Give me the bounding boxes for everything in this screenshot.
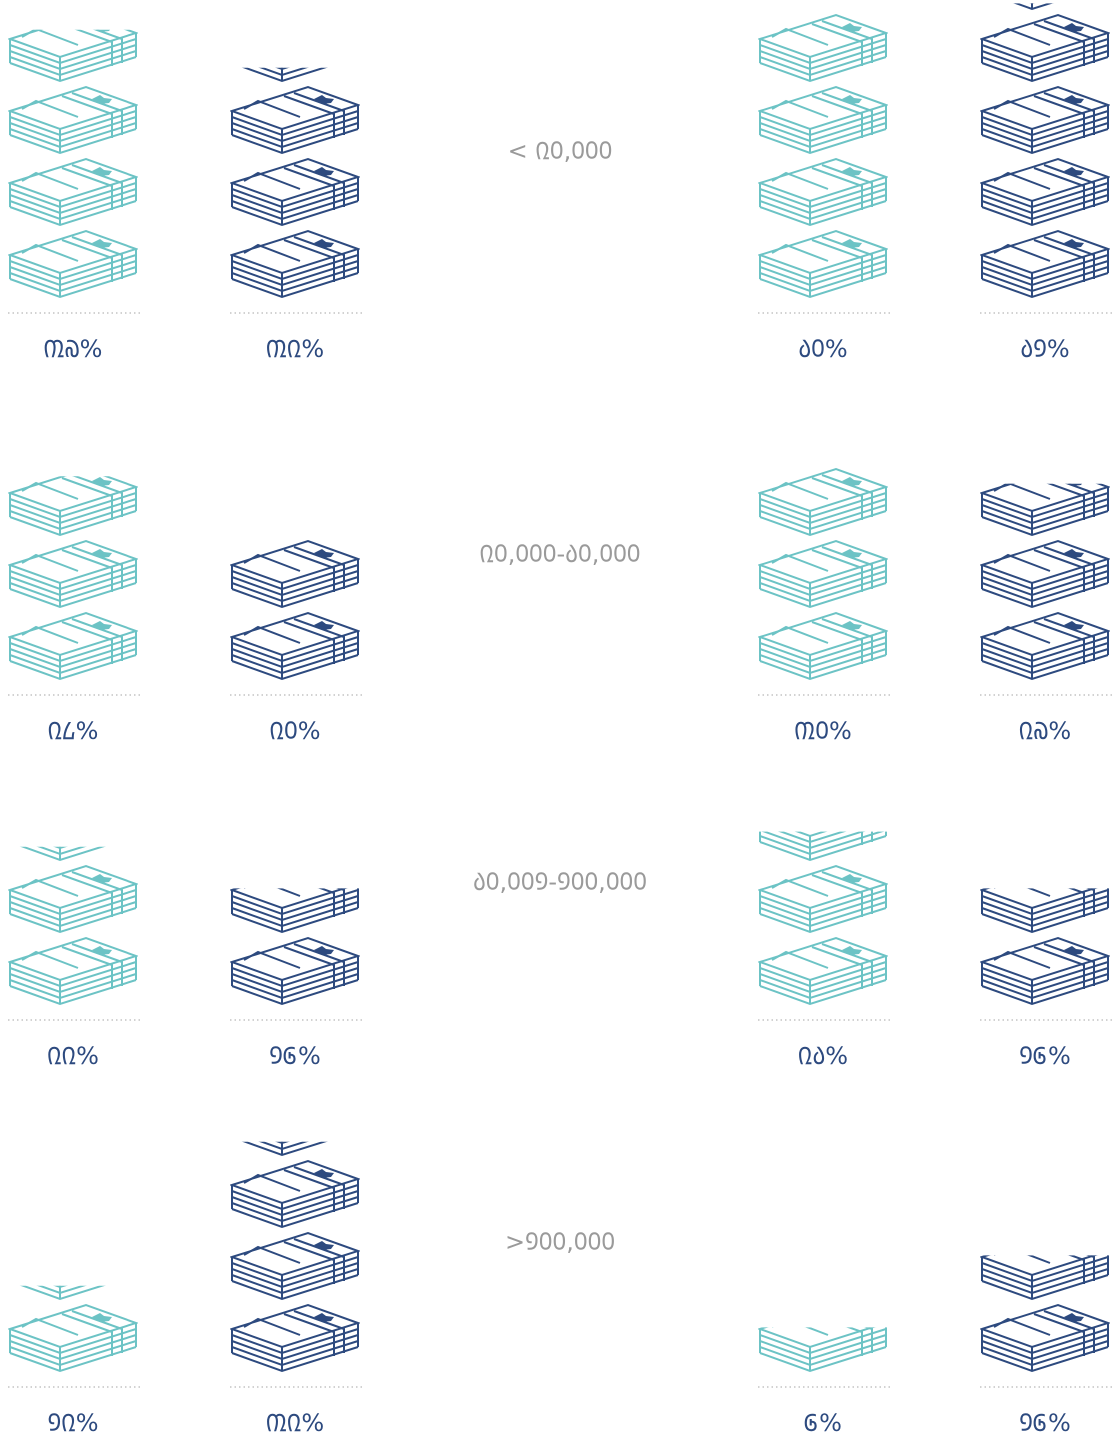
money-icon	[232, 231, 358, 297]
money-icon	[232, 613, 358, 679]
money-icon	[232, 866, 358, 932]
money-icon	[232, 938, 358, 1004]
value-label: ᠑᠖%	[269, 1042, 321, 1070]
money-icon	[232, 541, 358, 607]
value-label: ᠖%	[804, 1409, 842, 1437]
pictogram-column	[982, 0, 1108, 297]
pictogram-column	[10, 15, 136, 297]
money-icon	[232, 1161, 358, 1227]
money-icon	[760, 866, 886, 932]
money-icon	[760, 794, 886, 860]
value-label: ᠒᠘%	[48, 717, 99, 745]
money-icon	[10, 794, 136, 860]
money-icon	[982, 231, 1108, 297]
money-icon	[10, 938, 136, 1004]
money-icon	[760, 159, 886, 225]
money-icon	[982, 1233, 1108, 1299]
money-icon	[982, 159, 1108, 225]
income-band-label: < ᠒᠐,᠐᠐᠐	[508, 137, 613, 165]
pictogram-column	[760, 1305, 886, 1371]
pictogram-column	[10, 469, 136, 679]
money-icon	[760, 15, 886, 81]
money-icon	[982, 87, 1108, 153]
income-band-label: ᠒᠐,᠐᠐᠐-᠔᠐,᠐᠐᠐	[479, 540, 640, 568]
money-icon	[760, 938, 886, 1004]
pictogram-column	[760, 15, 886, 297]
value-label: ᠓᠗%	[44, 335, 103, 363]
money-icon	[232, 159, 358, 225]
pictogram-column	[982, 1233, 1108, 1371]
money-icon	[10, 613, 136, 679]
pictogram-column	[232, 866, 358, 1004]
money-icon	[10, 469, 136, 535]
value-label: ᠑᠖%	[1019, 1042, 1071, 1070]
value-label: ᠓᠐%	[794, 717, 852, 745]
money-icon	[982, 938, 1108, 1004]
value-label: ᠒᠒%	[47, 1042, 99, 1070]
value-label: ᠔᠐%	[798, 335, 847, 363]
pictogram-column	[760, 469, 886, 679]
pictogram-column	[10, 1233, 136, 1371]
money-icon	[10, 87, 136, 153]
money-icon	[10, 541, 136, 607]
value-label: ᠒᠔%	[798, 1042, 848, 1070]
money-icon	[760, 469, 886, 535]
money-icon	[760, 541, 886, 607]
pictogram-column	[232, 15, 358, 297]
money-icon	[10, 159, 136, 225]
money-icon	[982, 613, 1108, 679]
money-icon	[232, 1305, 358, 1371]
money-icon	[10, 1305, 136, 1371]
money-icon	[232, 15, 358, 81]
money-icon	[982, 1305, 1108, 1371]
money-icon	[760, 1305, 886, 1371]
money-icon	[232, 87, 358, 153]
money-icon	[232, 1089, 358, 1155]
money-icon	[10, 231, 136, 297]
money-icon	[760, 87, 886, 153]
value-label: ᠒᠐%	[269, 717, 320, 745]
pictogram-column	[982, 469, 1108, 679]
value-label: ᠓᠒%	[266, 1409, 324, 1437]
value-label: ᠓᠒%	[266, 335, 324, 363]
pictogram-column	[232, 541, 358, 679]
money-icon	[10, 866, 136, 932]
pictogram-column	[232, 1089, 358, 1371]
pictogram-column	[982, 866, 1108, 1004]
chart: < ᠒᠐,᠐᠐᠐ ᠒᠐,᠐᠐᠐-᠔᠐,᠐᠐᠐ ᠔᠐,᠐᠐᠑-᠑᠐᠐,᠐᠐᠐ >᠑᠐᠐,…	[0, 0, 1113, 1439]
money-icon	[10, 15, 136, 81]
money-icon	[982, 469, 1108, 535]
money-icon	[982, 0, 1108, 9]
income-band-label: >᠑᠐᠐,᠐᠐᠐	[505, 1228, 615, 1256]
money-icon	[982, 541, 1108, 607]
money-icon	[982, 866, 1108, 932]
income-band-label: ᠔᠐,᠐᠐᠑-᠑᠐᠐,᠐᠐᠐	[473, 868, 647, 896]
value-label: ᠒᠗%	[1019, 717, 1071, 745]
money-icon	[760, 231, 886, 297]
money-icon	[10, 1233, 136, 1299]
money-icon	[232, 1233, 358, 1299]
value-label: ᠑᠒%	[47, 1409, 98, 1437]
value-label: ᠑᠖%	[1019, 1409, 1071, 1437]
money-icon	[760, 613, 886, 679]
pictogram-column	[10, 794, 136, 1004]
pictogram-column	[760, 794, 886, 1004]
money-icon	[982, 15, 1108, 81]
value-label: ᠔᠑%	[1020, 335, 1069, 363]
